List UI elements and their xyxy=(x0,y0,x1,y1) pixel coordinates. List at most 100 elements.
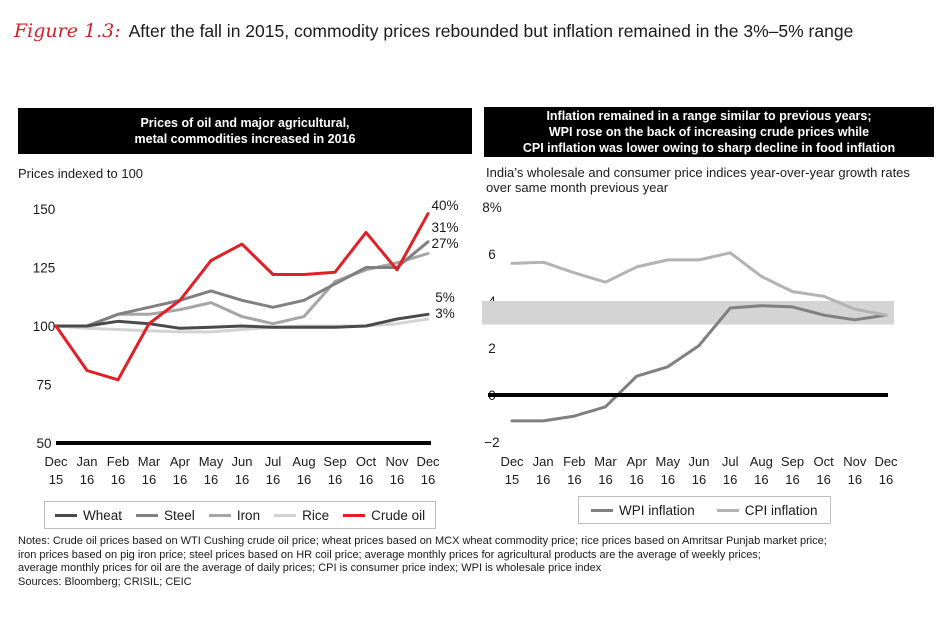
end-value-label: 31% xyxy=(431,220,458,235)
legend-item-iron: Iron xyxy=(208,508,260,523)
end-value-label: 40% xyxy=(431,198,458,213)
x-tick-label: 16 xyxy=(536,472,550,487)
x-tick-label: Feb xyxy=(107,454,129,469)
x-tick-label: Apr xyxy=(627,454,648,469)
notes-line: average monthly prices for oil are the a… xyxy=(18,562,602,575)
x-tick-label: 15 xyxy=(505,472,519,487)
legend-swatch-crude-oil xyxy=(343,513,366,517)
legend-swatch-cpi xyxy=(716,508,739,512)
figure-label: Figure 1.3: xyxy=(14,20,121,42)
x-tick-label: 16 xyxy=(204,472,218,487)
x-tick-label: Oct xyxy=(356,454,377,469)
x-tick-label: 16 xyxy=(142,472,156,487)
legend-label: WPI inflation xyxy=(619,502,695,518)
legend-swatch-wheat xyxy=(55,513,77,517)
left-chart-header: Prices of oil and major agricultural, me… xyxy=(18,108,472,154)
x-tick-label: Dec xyxy=(874,454,898,469)
x-tick-label: 16 xyxy=(567,472,581,487)
left-header-line: Prices of oil and major agricultural, xyxy=(140,116,350,130)
x-tick-label: Jun xyxy=(689,454,710,469)
legend-label: Steel xyxy=(164,507,195,523)
x-tick-label: 16 xyxy=(390,472,404,487)
x-tick-label: 16 xyxy=(785,472,799,487)
legend-label: CPI inflation xyxy=(744,502,818,518)
left-legend: Wheat Steel Iron Rice Crude oil xyxy=(44,501,437,529)
x-tick-label: Mar xyxy=(594,454,617,469)
y-tick-label: 2 xyxy=(488,341,496,356)
right-y-axis-label-line: over same month previous year xyxy=(486,180,669,195)
notes: Notes: Crude oil prices based on WTI Cus… xyxy=(18,535,938,590)
x-tick-label: 16 xyxy=(173,472,187,487)
y-tick-label: 100 xyxy=(33,319,56,334)
y-tick-label: 75 xyxy=(36,378,51,393)
end-value-label: 3% xyxy=(435,306,455,321)
legend-label: Crude oil xyxy=(371,507,426,523)
series-line-cpi-inflation xyxy=(510,251,888,317)
x-tick-label: 16 xyxy=(328,472,342,487)
series-line-wpi-inflation xyxy=(510,304,888,423)
right-chart-header: Inflation remained in a range similar to… xyxy=(484,107,934,157)
x-tick-label: 16 xyxy=(266,472,280,487)
target-range-band xyxy=(482,301,894,325)
legend-swatch-wpi xyxy=(591,508,613,512)
left-header-line: metal commodities increased in 2016 xyxy=(134,132,356,146)
legend-item-wheat: Wheat xyxy=(55,508,122,523)
x-tick-label: 16 xyxy=(692,472,706,487)
x-tick-label: 16 xyxy=(754,472,768,487)
y-tick-label: 125 xyxy=(33,261,56,276)
figure-title: Figure 1.3: After the fall in 2015, comm… xyxy=(14,20,944,42)
x-tick-label: May xyxy=(656,454,681,469)
end-value-label: 27% xyxy=(431,236,458,251)
x-tick-label: Jun xyxy=(232,454,253,469)
x-tick-label: Dec xyxy=(500,454,524,469)
x-tick-label: 16 xyxy=(723,472,737,487)
legend-swatch-steel xyxy=(136,513,159,517)
x-tick-label: 16 xyxy=(111,472,125,487)
right-header-line: CPI inflation was lower owing to sharp d… xyxy=(522,141,896,155)
x-tick-label: 16 xyxy=(359,472,373,487)
series-line-crude-oil xyxy=(54,212,430,382)
y-tick-label: 8% xyxy=(482,200,502,215)
legend-item-steel: Steel xyxy=(136,508,195,523)
x-tick-label: 16 xyxy=(879,472,893,487)
x-tick-label: Feb xyxy=(563,454,585,469)
x-tick-label: Sep xyxy=(781,454,804,469)
right-legend: WPI inflation CPI inflation xyxy=(578,496,831,524)
x-tick-label: 16 xyxy=(598,472,612,487)
legend-item-rice: Rice xyxy=(274,508,329,523)
notes-line: Notes: Crude oil prices based on WTI Cus… xyxy=(18,535,827,547)
y-tick-label: 150 xyxy=(33,202,56,217)
x-tick-label: Sep xyxy=(323,454,346,469)
x-tick-label: 16 xyxy=(816,472,830,487)
x-tick-label: May xyxy=(199,454,224,469)
x-tick-label: Oct xyxy=(814,454,835,469)
x-tick-label: Nov xyxy=(843,454,867,469)
x-tick-label: 16 xyxy=(80,472,94,487)
legend-swatch-rice xyxy=(274,513,297,517)
y-tick-label: 6 xyxy=(488,247,496,262)
legend-swatch-iron xyxy=(208,513,231,517)
end-value-label: 5% xyxy=(435,290,455,305)
x-tick-label: Apr xyxy=(170,454,191,469)
x-tick-label: Jan xyxy=(77,454,98,469)
x-tick-label: Mar xyxy=(138,454,161,469)
legend-item-crude-oil: Crude oil xyxy=(343,508,425,523)
x-tick-label: Aug xyxy=(750,454,773,469)
x-tick-label: Aug xyxy=(292,454,315,469)
right-header-line: WPI rose on the back of increasing crude… xyxy=(548,125,870,139)
legend-item-cpi: CPI inflation xyxy=(716,502,818,518)
right-y-axis-label: India’s wholesale and consumer price ind… xyxy=(486,165,910,195)
x-tick-label: Jan xyxy=(533,454,554,469)
right-y-axis-label-line: India’s wholesale and consumer price ind… xyxy=(486,165,910,180)
y-tick-label: 50 xyxy=(36,436,51,451)
figure-title-text: After the fall in 2015, commodity prices… xyxy=(128,21,854,41)
x-tick-label: 16 xyxy=(661,472,675,487)
legend-label: Wheat xyxy=(83,507,123,523)
legend-item-wpi: WPI inflation xyxy=(591,503,695,518)
legend-label: Rice xyxy=(302,507,330,523)
right-header-line: Inflation remained in a range similar to… xyxy=(546,109,872,123)
x-tick-label: Dec xyxy=(44,454,68,469)
series-line-wheat xyxy=(54,312,430,330)
x-tick-label: 16 xyxy=(848,472,862,487)
